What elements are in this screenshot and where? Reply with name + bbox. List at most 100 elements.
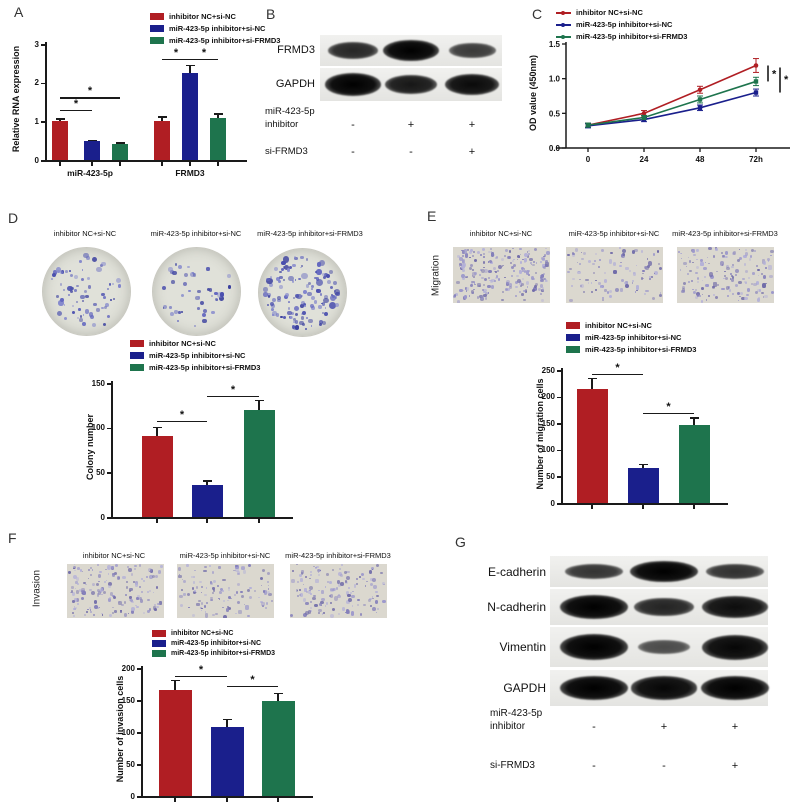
cell-dot [88,607,91,610]
condition-symbol: - [351,146,355,158]
cell-dot [89,573,92,576]
colony [218,295,224,301]
y-tick [137,700,141,702]
cell-dot [353,584,357,588]
cell-dot [200,591,203,594]
cell-dot [299,577,303,582]
cell-dot [82,591,86,596]
colony [162,304,168,310]
cell-dot [154,575,158,579]
y-tick [41,82,45,85]
cell-dot [225,607,230,612]
cell-dot [485,291,488,296]
condition-symbol: + [731,721,739,733]
cell-dot [238,609,242,615]
cell-dot [236,601,241,604]
cell-dot [124,601,127,604]
cell-dot [218,590,222,595]
y-axis [45,42,47,161]
cell-dot [369,583,374,587]
cell-dot [508,255,512,260]
colony [288,275,294,281]
cell-dot [463,249,468,255]
cell-dot [523,289,527,293]
cell-dot [191,586,195,591]
cell-dot [460,268,462,271]
error-bar [174,680,176,691]
y-tick-label: 100 [91,423,105,433]
cell-dot [303,613,307,617]
cell-dot [307,590,312,595]
colony [328,269,334,275]
legend-swatch [130,340,144,347]
y-tick-label: 200 [541,392,555,402]
cell-dot [194,569,196,572]
cell-dot [347,598,352,603]
cell-dot [177,567,181,571]
cell-dot [730,278,735,282]
cell-dot [260,601,265,606]
colony [306,317,308,319]
cell-dot [296,589,299,592]
colony [298,277,300,280]
legend-item: inhibitor NC+si-NC [152,629,275,638]
cell-dot [644,293,647,295]
cell-dot [212,588,215,592]
cell-dot [461,264,465,269]
cell-dot [296,564,298,566]
colony [59,283,63,286]
colony [162,307,165,309]
cell-dot [382,599,386,604]
y-tick [41,44,45,46]
cell-dot [706,256,709,258]
cell-dot [628,269,632,272]
cell-dot [620,254,623,257]
colony [63,304,66,306]
cell-dot [580,251,583,254]
cell-dot [209,598,213,602]
error-bar [156,426,158,436]
colony [65,269,69,273]
cell-dot [756,289,760,293]
cell-dot [621,254,625,258]
cell-dot [515,295,518,298]
cell-dot [521,282,524,286]
data-point-marker [753,90,759,95]
x-tick [59,161,61,166]
cell-dot [641,272,644,274]
cell-dot [744,297,748,300]
protein-band [384,74,438,95]
x-tick [161,161,163,166]
colony [286,268,290,272]
cell-dot [218,565,221,569]
cell-dot [334,596,338,601]
y-axis [561,368,563,504]
cell-dot [191,575,194,578]
y-tick-label: 250 [541,365,555,375]
colony [186,265,190,269]
cell-dot [645,289,649,293]
cell-dot [745,293,749,297]
colony [293,255,297,259]
cell-dot [233,594,236,597]
protein-band [630,560,698,583]
cell-dot [537,287,541,291]
cell-dot [296,594,299,597]
cell-dot [724,270,726,273]
cell-dot [361,573,365,576]
y-tick [137,668,141,670]
cell-dot [142,611,145,615]
cell-dot [126,581,128,584]
cell-dot [99,588,104,592]
cell-dot [578,263,581,266]
cell-dot [267,591,270,595]
cell-dot [89,567,92,569]
cell-dot [502,291,505,294]
cell-dot [591,291,593,293]
protein-band [701,676,769,700]
significance-line [227,685,278,688]
colony [277,295,282,300]
colony [180,293,184,297]
cell-dot [376,595,380,598]
cell-dot [83,581,86,585]
